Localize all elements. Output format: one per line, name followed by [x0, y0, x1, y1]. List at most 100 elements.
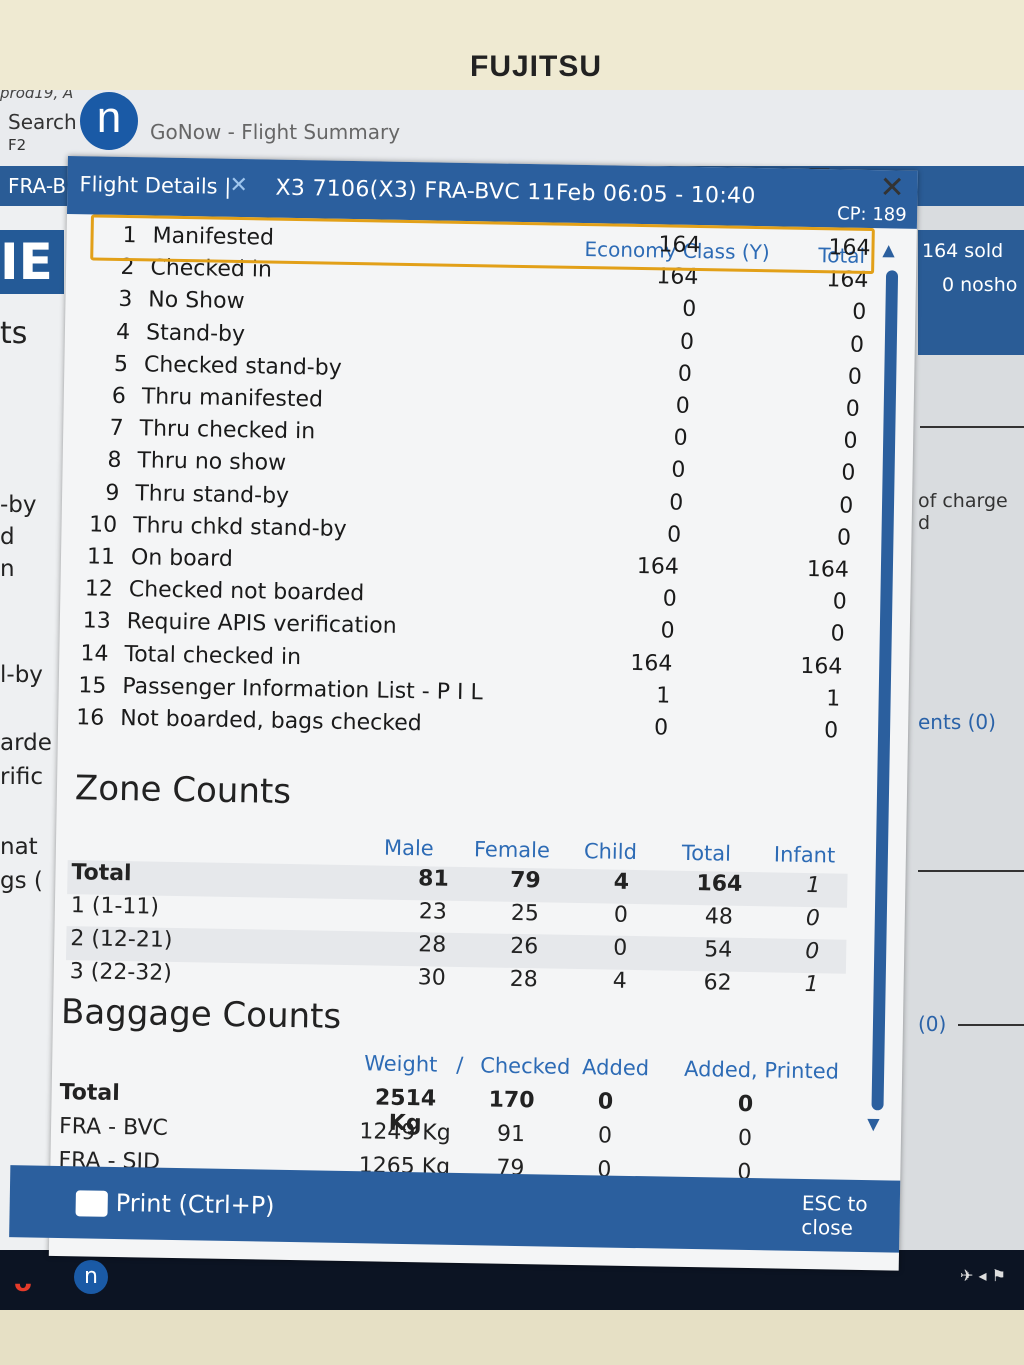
- zone-section-title: Zone Counts: [74, 768, 292, 812]
- economy-value: 0: [675, 393, 690, 419]
- zone-infant-value: 0: [805, 938, 820, 965]
- tui-app-icon[interactable]: ᴗ: [14, 1268, 32, 1298]
- gonow-taskbar-icon[interactable]: n: [74, 1260, 108, 1294]
- total-value: 0: [838, 493, 854, 519]
- left-fragment: l-by: [0, 662, 43, 688]
- count-link[interactable]: (0): [918, 1012, 947, 1036]
- environment-tag: prod19, A: [0, 90, 74, 102]
- economy-value: 0: [662, 586, 677, 612]
- total-value: 0: [841, 460, 856, 487]
- screen: prod19, A Search F2 n GoNow - Flight Sum…: [0, 90, 1024, 1312]
- zone-child-value: 4: [612, 968, 627, 994]
- airline-logo-icon: ✕: [229, 172, 249, 199]
- search-shortcut-label: F2: [8, 136, 27, 154]
- row-label: No Show: [148, 287, 245, 315]
- zone-total-value: 62: [703, 970, 732, 996]
- row-label: Require APIS verification: [126, 609, 397, 640]
- baggage-section-title: Baggage Counts: [60, 992, 342, 1037]
- baggage-checked-value: 170: [488, 1087, 535, 1114]
- left-fragment: arde: [0, 730, 52, 756]
- total-value: 0: [832, 589, 847, 615]
- baggage-weight-value: 1249 Kg: [359, 1119, 451, 1146]
- zone-header-child: Child: [583, 839, 638, 865]
- economy-value: 0: [677, 361, 693, 387]
- row-number: 7: [109, 415, 124, 442]
- ents-link[interactable]: ents (0): [918, 710, 996, 734]
- scroll-down-icon[interactable]: ▼: [867, 1114, 880, 1134]
- flight-info: X3 7106(X3) FRA-BVC 11Feb 06:05 - 10:40: [275, 175, 756, 210]
- app-header: prod19, A Search F2 n GoNow - Flight Sum…: [0, 90, 1024, 168]
- noshow-count: 0 nosho: [942, 274, 1018, 296]
- baggage-label: Total: [59, 1079, 120, 1107]
- baggage-header-checked: Checked: [479, 1053, 571, 1079]
- scrollbar[interactable]: [871, 270, 899, 1111]
- economy-value: 0: [679, 329, 695, 355]
- left-fragment: -by: [0, 492, 37, 518]
- total-value: 0: [843, 428, 858, 455]
- zone-header-male: Male: [383, 835, 434, 861]
- economy-value: 0: [673, 425, 688, 452]
- row-label: Thru stand-by: [135, 480, 290, 509]
- row-label: Not boarded, bags checked: [119, 705, 422, 737]
- zone-male-value: 28: [418, 932, 447, 958]
- left-fragment: n: [0, 556, 15, 582]
- print-button[interactable]: Print (Ctrl+P): [115, 1188, 275, 1220]
- row-label: Passenger Information List - P I L: [122, 673, 483, 706]
- row-label: Checked not boarded: [128, 577, 365, 607]
- row-number: 16: [75, 705, 105, 731]
- zone-male-value: 23: [418, 899, 448, 925]
- total-value: 164: [800, 653, 843, 680]
- economy-value: 0: [671, 457, 686, 484]
- left-fragment: rific: [0, 764, 43, 790]
- zone-header-female: Female: [473, 837, 551, 863]
- total-value: 0: [851, 300, 867, 326]
- printer-icon[interactable]: [75, 1190, 108, 1217]
- baggage-added-value: 0: [597, 1089, 614, 1115]
- divider: [958, 1024, 1024, 1026]
- esc-close-hint: ESC to close: [801, 1190, 868, 1240]
- economy-value: 0: [666, 522, 682, 548]
- scroll-up-icon[interactable]: ▲: [882, 240, 895, 260]
- zone-label: Total: [71, 860, 132, 887]
- sold-count: 164 sold: [922, 240, 1004, 262]
- close-icon[interactable]: ✕: [879, 170, 906, 206]
- monitor-bezel-bottom: [0, 1310, 1024, 1365]
- baggage-header-weight: Weight: [364, 1051, 438, 1077]
- monitor-bezel: [0, 0, 1024, 90]
- system-tray-icon[interactable]: ✈ ◂ ⚑: [960, 1266, 1006, 1285]
- dialog-footer: Print (Ctrl+P) ESC to close: [9, 1165, 901, 1253]
- baggage-added-printed-value: 0: [737, 1091, 754, 1118]
- row-label: Checked stand-by: [143, 352, 342, 381]
- economy-value: 0: [681, 297, 697, 323]
- flight-details-dialog: Flight Details | ✕ X3 7106(X3) FRA-BVC 1…: [9, 156, 918, 1271]
- gonow-logo-icon: n: [80, 92, 138, 150]
- zone-label: 3 (22-32): [69, 959, 173, 986]
- zone-child-value: 4: [613, 869, 630, 895]
- zone-infant-value: 1: [804, 971, 819, 998]
- zone-child-value: 0: [613, 935, 628, 961]
- row-number: 13: [82, 608, 111, 635]
- zone-label: 1 (1-11): [70, 893, 160, 920]
- row-number: 15: [78, 673, 107, 699]
- zone-male-value: 81: [417, 866, 449, 892]
- route-tab[interactable]: FRA-B: [8, 174, 67, 198]
- total-value: 0: [823, 718, 839, 744]
- zone-header-infant: Infant: [773, 842, 836, 868]
- total-value: 0: [845, 396, 860, 422]
- economy-value: 0: [660, 618, 675, 645]
- left-fragment: gs (: [0, 868, 43, 894]
- baggage-header-added-printed: Added, Printed: [683, 1056, 840, 1084]
- row-label: Thru checked in: [139, 416, 316, 445]
- row-number: 4: [115, 319, 131, 345]
- divider: [920, 426, 1024, 428]
- row-number: 3: [118, 287, 133, 313]
- total-value: 1: [826, 686, 841, 712]
- row-number: 14: [80, 640, 109, 667]
- monitor-brand-logo: FUJITSU: [470, 50, 603, 83]
- left-fragment-ie: IE: [0, 230, 64, 294]
- capacity-label: CP: 189: [836, 203, 907, 226]
- row-number: 6: [111, 383, 127, 410]
- total-value: 0: [849, 332, 865, 358]
- search-button[interactable]: Search: [8, 110, 77, 134]
- row-label: Thru no show: [137, 448, 287, 477]
